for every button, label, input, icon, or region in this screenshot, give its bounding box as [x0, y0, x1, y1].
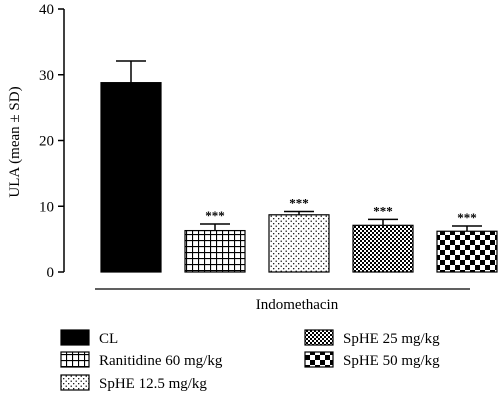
y-tick-label: 10	[39, 199, 54, 215]
bar	[436, 230, 498, 273]
legend-swatch	[304, 351, 334, 368]
bar	[268, 214, 330, 273]
significance-label: ***	[373, 203, 393, 218]
legend-swatch	[60, 329, 90, 346]
bar	[100, 82, 162, 273]
y-axis-title: ULA (mean ± SD)	[7, 86, 23, 197]
legend-label: SpHE 50 mg/kg	[343, 353, 440, 369]
y-tick-label: 0	[47, 265, 55, 281]
legend-label: SpHE 12.5 mg/kg	[99, 376, 207, 392]
significance-label: ***	[289, 196, 309, 211]
legend-swatch	[304, 329, 334, 346]
y-tick-label: 20	[39, 134, 54, 150]
y-axis-ticks: 0 10 20 30 40	[39, 2, 64, 281]
legend-label: CL	[99, 331, 118, 347]
legend-label: SpHE 25 mg/kg	[343, 331, 440, 347]
bar	[352, 224, 414, 273]
bar-series: *** *** *** ***	[100, 60, 498, 273]
legend-label: Ranitidine 60 mg/kg	[99, 353, 223, 369]
legend-swatch	[60, 351, 90, 368]
legend: CL Ranitidine 60 mg/kg SpHE 12.5 mg/kg SpHE…	[60, 329, 440, 392]
y-tick-label: 40	[39, 2, 54, 18]
group-label: Indomethacin	[256, 297, 339, 313]
legend-swatch	[60, 374, 90, 391]
y-tick-label: 30	[39, 68, 54, 84]
bar	[184, 229, 246, 273]
significance-label: ***	[457, 210, 477, 225]
significance-label: ***	[205, 208, 225, 223]
